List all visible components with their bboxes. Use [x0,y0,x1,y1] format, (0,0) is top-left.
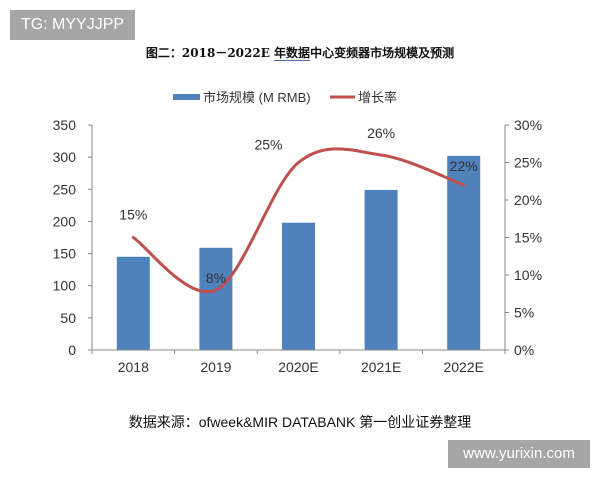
chart-title: 图二：2018－2022E 年数据中心变频器市场规模及预测 [0,44,600,61]
data-label-2021E: 26% [367,125,395,141]
legend-swatch-bar [173,94,200,100]
watermark-top: TG: MYYJJPP [10,10,135,40]
right-tick-label: 25% [514,155,542,171]
left-tick-label: 0 [68,342,76,358]
left-tick-label: 200 [53,213,77,229]
x-tick-label: 2018 [118,359,149,375]
combo-chart: 市场规模 (M RMB) 增长率 0 50 100 150 200 250 300 350 0% 5%… [53,90,542,375]
title-underlined: 年数据 [274,46,311,61]
left-tick-label: 100 [53,278,77,294]
legend-label-line: 增长率 [358,90,397,105]
data-label-2018: 15% [119,207,147,223]
left-tick-label: 50 [60,310,76,326]
right-tick-label: 10% [514,267,542,283]
x-tick-label: 2019 [200,359,231,375]
left-tick-label: 350 [53,117,77,133]
left-tick-label: 150 [53,246,77,262]
x-tick-label: 2020E [278,359,318,375]
left-tick-label: 300 [53,149,77,165]
source-note: 数据来源：ofweek&MIR DATABANK 第一创业证券整理 [128,414,472,430]
growth-rate-line [131,147,466,294]
right-tick-label: 0% [514,342,534,358]
left-tick-label: 250 [53,181,77,197]
x-tick-label: 2022E [443,359,483,375]
data-label-2020E: 25% [254,137,282,153]
bar-2021E [364,189,398,350]
right-tick-label: 30% [514,117,542,133]
right-tick-label: 5% [514,305,534,321]
title-suffix: 中心变频器市场规模及预测 [310,46,455,60]
bar-2019 [199,247,233,350]
bar-2018 [116,256,150,350]
right-tick-label: 20% [514,192,542,208]
bar-2020E [282,222,315,350]
right-tick-label: 15% [514,230,542,246]
legend-label-bar: 市场规模 (M RMB) [203,90,311,105]
data-label-2022E: 22% [450,158,478,174]
x-tick-label: 2021E [361,359,401,375]
data-label-2019: 8% [206,270,226,286]
bar-2022E [447,155,481,350]
title-prefix: 图二：2018－2022E [145,46,275,60]
watermark-bottom: www.yurixin.com [448,440,590,468]
